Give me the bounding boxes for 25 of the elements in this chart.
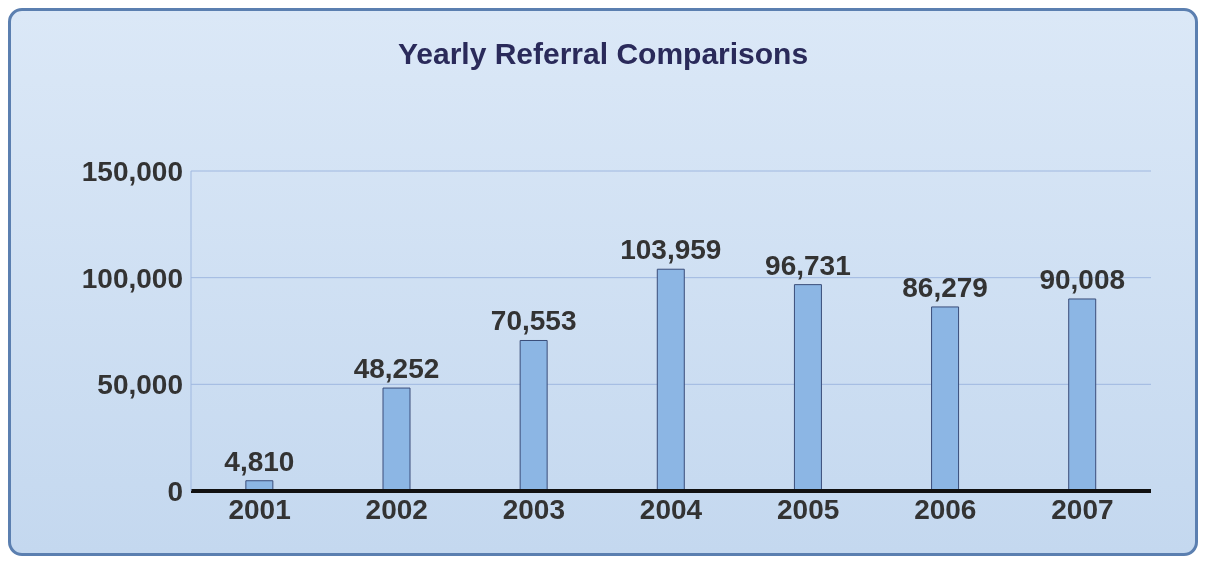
y-tick-label: 100,000: [81, 262, 183, 294]
data-label: 86,279: [902, 271, 988, 303]
chart-title: Yearly Referral Comparisons: [396, 36, 810, 72]
bar: [519, 339, 548, 491]
bar: [1068, 298, 1097, 491]
data-label: 96,731: [765, 249, 851, 281]
y-tick-label: 150,000: [81, 155, 183, 187]
data-label: 70,553: [490, 305, 577, 337]
x-tick-label: 2003: [502, 493, 566, 525]
data-label: 90,008: [1039, 263, 1126, 295]
bar: [382, 387, 411, 491]
bar: [793, 284, 822, 491]
data-label: 4,810: [224, 445, 295, 477]
bar: [656, 268, 685, 491]
x-tick-label: 2005: [776, 493, 840, 525]
x-tick-label: 2006: [914, 493, 977, 525]
data-label: 103,959: [620, 234, 722, 266]
x-tick-label: 2002: [365, 493, 428, 525]
x-tick-label: 2001: [228, 493, 291, 525]
x-tick-label: 2007: [1051, 493, 1114, 525]
x-tick-label: 2004: [639, 493, 703, 525]
y-tick-label: 50,000: [97, 369, 183, 401]
data-label: 48,252: [353, 353, 440, 385]
bar: [931, 306, 960, 491]
y-tick-label: 0: [167, 475, 183, 507]
